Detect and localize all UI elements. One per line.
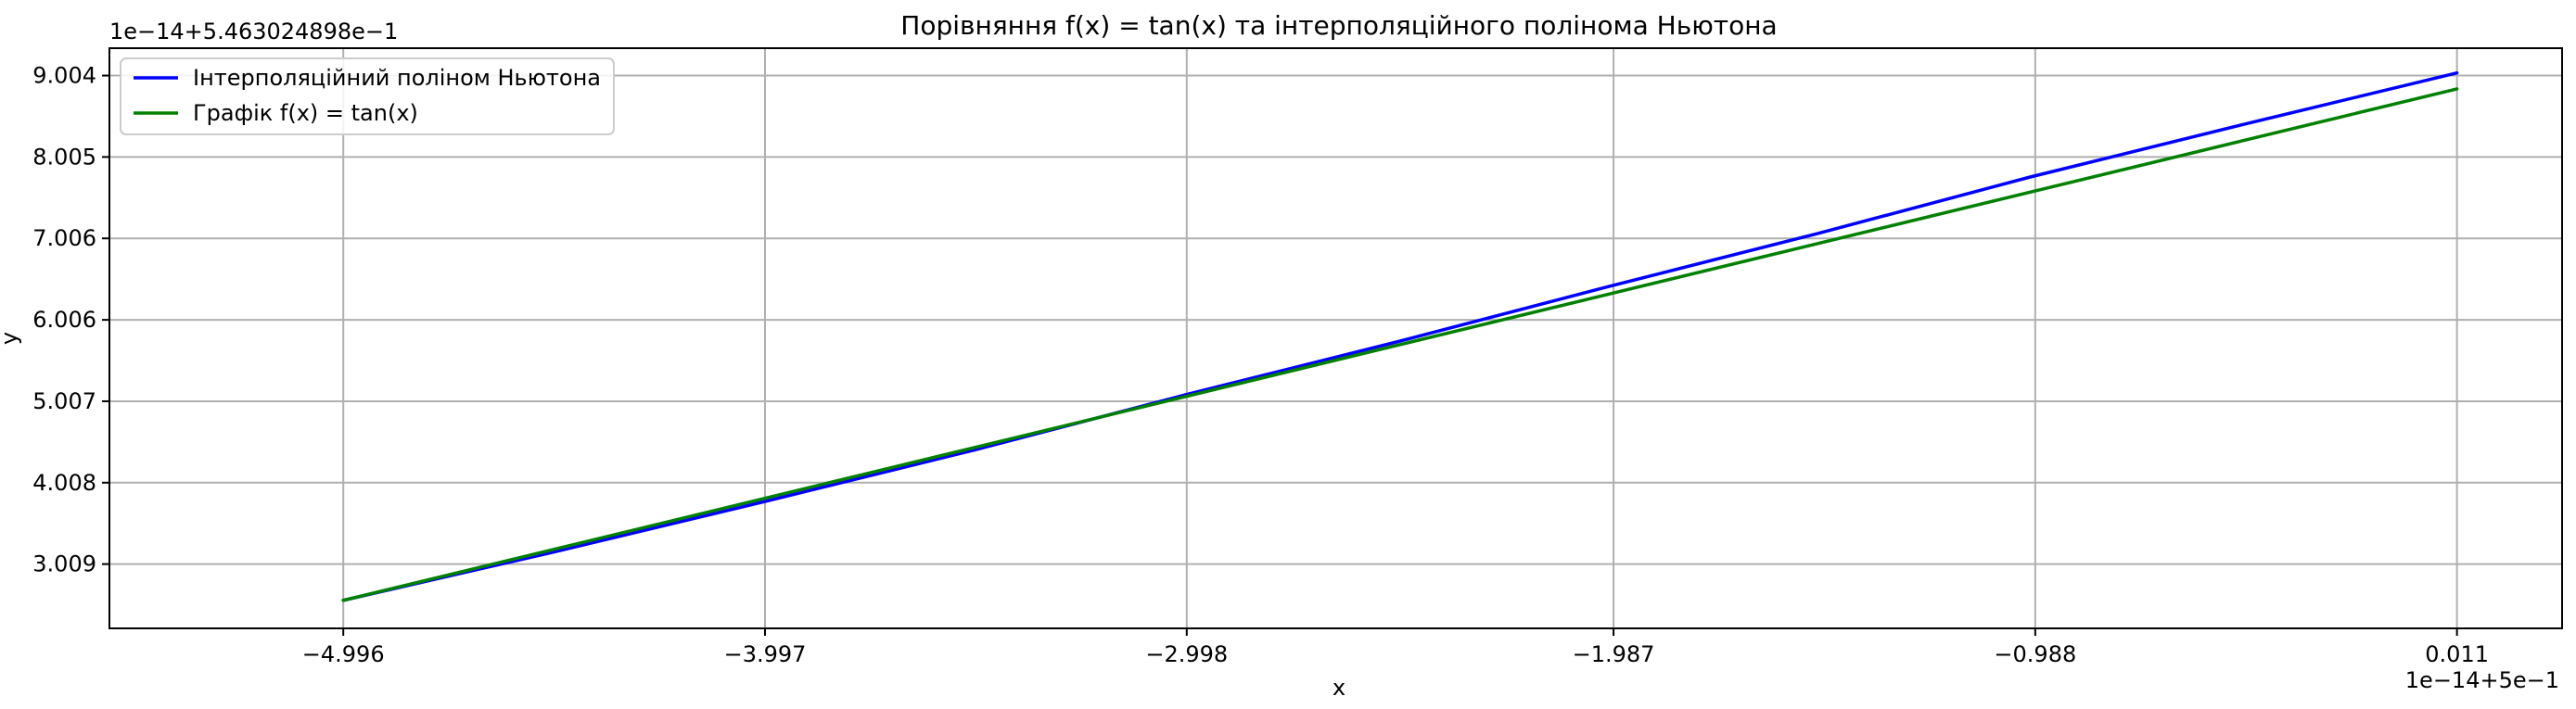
legend: Інтерполяційний поліном Ньютона Графік f… [120, 57, 615, 135]
x-tick-label: −3.997 [724, 641, 807, 667]
data-series [341, 70, 2459, 602]
y-tick-label: 9.004 [32, 63, 96, 89]
y-axis-ticks: 3.009 4.008 5.007 6.006 7.006 8.005 9.004 [32, 63, 109, 577]
x-tick-label: −2.998 [1145, 641, 1228, 667]
x-axis-offset-label: 1e−14+5e−1 [2405, 667, 2559, 693]
chart-title: Порівняння f(x) = tan(x) та інтерполяцій… [900, 10, 1777, 41]
y-tick-label: 4.008 [32, 470, 96, 496]
newton-polynomial-line [341, 70, 2459, 602]
plot-frame [108, 47, 2563, 629]
y-tick-label: 7.006 [32, 225, 96, 251]
y-axis-offset-label: 1e−14+5.463024898e−1 [109, 19, 398, 44]
y-tick-label: 3.009 [32, 551, 96, 577]
legend-label-newton: Інтерполяційний поліном Ньютона [193, 65, 601, 91]
x-axis-label: x [1333, 675, 1345, 701]
legend-label-tan: Графік f(x) = tan(x) [193, 100, 418, 126]
grid-lines [109, 48, 2562, 628]
y-axis-label: y [0, 332, 22, 345]
x-tick-label: −1.987 [1573, 641, 1655, 667]
x-tick-label: −0.988 [1994, 641, 2076, 667]
legend-box [120, 57, 615, 135]
x-axis-ticks: −4.996 −3.997 −2.998 −1.987 −0.988 0.011 [302, 628, 2489, 667]
x-tick-label: 0.011 [2425, 641, 2489, 667]
x-tick-label: −4.996 [302, 641, 385, 667]
y-tick-label: 5.007 [32, 388, 96, 414]
y-tick-label: 8.005 [32, 144, 96, 170]
tan-function-line [341, 87, 2459, 602]
y-tick-label: 6.006 [32, 307, 96, 333]
